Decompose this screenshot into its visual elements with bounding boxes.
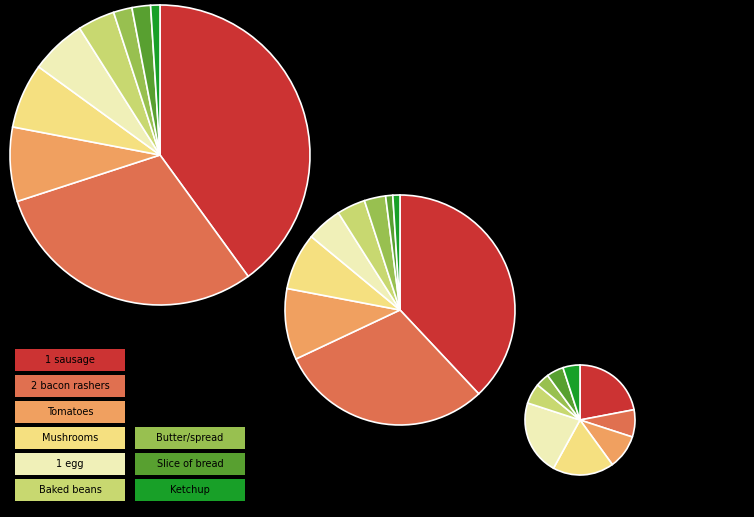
Wedge shape (38, 28, 160, 155)
Wedge shape (287, 237, 400, 310)
Text: 1 sausage: 1 sausage (45, 355, 95, 365)
Wedge shape (393, 195, 400, 310)
Bar (15, 479, 125, 501)
Bar (15, 349, 125, 371)
Wedge shape (13, 67, 160, 155)
Wedge shape (580, 420, 633, 464)
Wedge shape (547, 368, 580, 420)
Wedge shape (80, 12, 160, 155)
Wedge shape (364, 196, 400, 310)
Wedge shape (339, 201, 400, 310)
Wedge shape (160, 5, 310, 277)
Wedge shape (311, 213, 400, 310)
Wedge shape (10, 127, 160, 201)
Bar (15, 427, 125, 449)
Text: Baked beans: Baked beans (38, 485, 102, 495)
Text: Mushrooms: Mushrooms (42, 433, 98, 443)
Text: Tomatoes: Tomatoes (47, 407, 93, 417)
Wedge shape (114, 8, 160, 155)
Text: 1 egg: 1 egg (57, 459, 84, 469)
Bar (135, 453, 245, 475)
Bar (135, 427, 245, 449)
Bar (15, 375, 125, 397)
Bar (15, 401, 125, 423)
Wedge shape (538, 375, 580, 420)
Text: 2 bacon rashers: 2 bacon rashers (31, 381, 109, 391)
Wedge shape (17, 155, 248, 305)
Wedge shape (296, 310, 479, 425)
Text: Slice of bread: Slice of bread (157, 459, 223, 469)
Wedge shape (400, 195, 515, 394)
Wedge shape (563, 365, 580, 420)
Wedge shape (132, 5, 160, 155)
Text: Butter/spread: Butter/spread (156, 433, 224, 443)
Wedge shape (525, 403, 580, 468)
Wedge shape (528, 385, 580, 420)
Wedge shape (285, 288, 400, 359)
Wedge shape (385, 195, 400, 310)
Bar (15, 453, 125, 475)
Bar (135, 479, 245, 501)
Wedge shape (151, 5, 160, 155)
Wedge shape (553, 420, 612, 475)
Wedge shape (580, 409, 635, 437)
Text: Ketchup: Ketchup (170, 485, 210, 495)
Wedge shape (580, 365, 634, 420)
